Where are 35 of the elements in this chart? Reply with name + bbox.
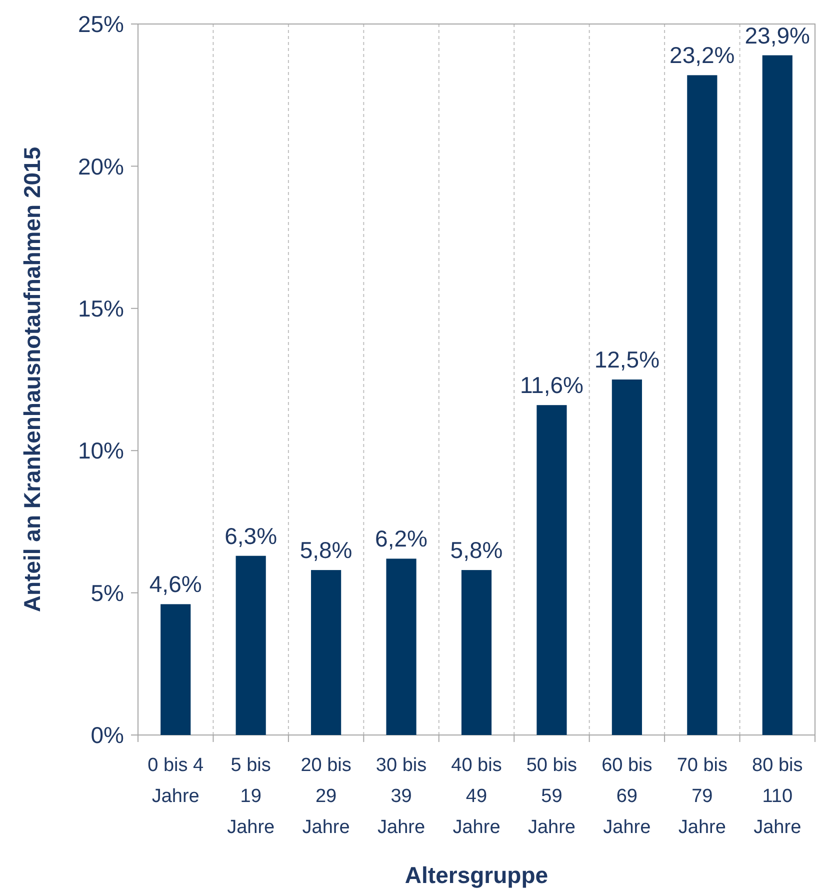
bar bbox=[311, 570, 342, 735]
bar bbox=[386, 558, 416, 735]
bar bbox=[687, 75, 718, 735]
data-label: 12,5% bbox=[594, 346, 660, 372]
data-label: 23,2% bbox=[670, 42, 735, 68]
data-label: 4,6% bbox=[149, 571, 202, 598]
x-tick-label: 80 bis 110 Jahre bbox=[752, 755, 803, 838]
x-tick-label: 5 bis 19 Jahre bbox=[227, 755, 275, 838]
x-tick-label: 20 bis 29 Jahre bbox=[300, 755, 352, 838]
bar bbox=[536, 405, 567, 735]
x-tick-label: 60 bis 69 Jahre bbox=[602, 755, 652, 838]
x-tick-label: 30 bis 39 Jahre bbox=[376, 755, 427, 838]
bar bbox=[160, 604, 191, 735]
y-tick-label: 0% bbox=[90, 722, 124, 748]
x-tick-label: 50 bis 59 Jahre bbox=[526, 755, 578, 838]
data-label: 6,3% bbox=[224, 522, 278, 549]
bar bbox=[236, 556, 266, 735]
x-axis-title: Altersgruppe bbox=[404, 862, 548, 888]
x-tick-label: 40 bis 49 Jahre bbox=[451, 755, 502, 838]
data-label: 11,6% bbox=[520, 372, 584, 398]
y-tick-label: 20% bbox=[78, 153, 124, 180]
y-tick-label: 10% bbox=[78, 438, 124, 464]
data-label: 5,8% bbox=[450, 537, 503, 564]
bar bbox=[461, 570, 492, 735]
data-label: 23,9% bbox=[744, 22, 810, 48]
data-label: 6,2% bbox=[375, 526, 428, 552]
y-tick-label: 15% bbox=[78, 295, 124, 322]
bar bbox=[762, 55, 792, 735]
y-axis-title: Anteil an Krankenhausnotaufnahmen 2015 bbox=[19, 146, 45, 612]
y-tick-label: 5% bbox=[90, 580, 124, 606]
bar bbox=[612, 380, 642, 735]
data-label: 5,8% bbox=[300, 537, 352, 564]
x-tick-label: 70 bis 79 Jahre bbox=[676, 755, 728, 838]
y-tick-label: 25% bbox=[78, 11, 124, 38]
x-tick-label: 0 bis 4 Jahre bbox=[148, 755, 204, 807]
